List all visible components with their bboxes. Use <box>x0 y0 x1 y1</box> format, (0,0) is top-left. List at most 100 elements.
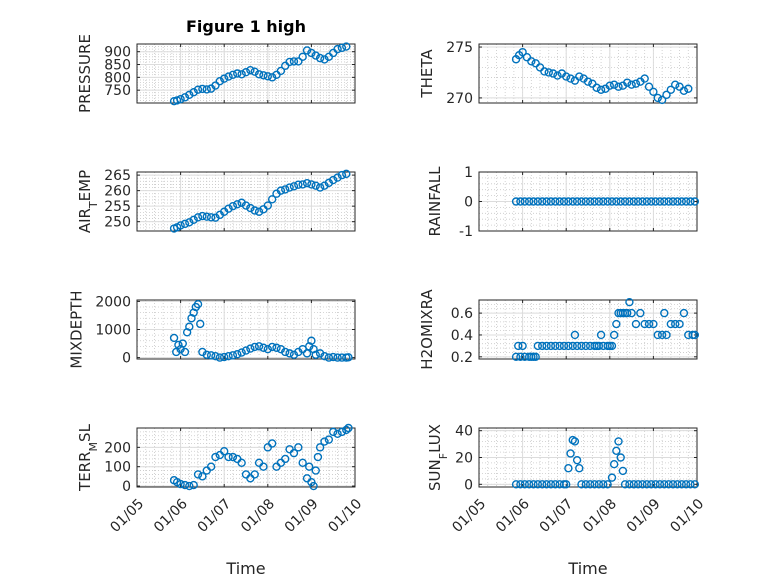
data-point <box>311 350 320 359</box>
data-point <box>636 308 645 318</box>
data-point <box>614 82 623 91</box>
data-point <box>305 462 314 471</box>
data-point <box>206 462 216 471</box>
data-point <box>246 344 255 353</box>
data-point <box>649 87 658 97</box>
data-point <box>649 319 658 329</box>
data-point <box>254 458 264 468</box>
data-point <box>647 480 656 489</box>
x-tick-label: 01/06 <box>493 496 533 536</box>
y-tick-label: 1000 <box>95 323 131 339</box>
data-point <box>311 51 320 60</box>
data-point <box>267 73 277 82</box>
data-point <box>193 300 203 309</box>
data-point <box>629 480 638 489</box>
data-point <box>246 203 255 213</box>
data-point <box>675 319 684 329</box>
y-axis-label-theta: THETA <box>418 49 436 99</box>
data-point <box>620 197 630 206</box>
data-point <box>337 170 347 180</box>
data-point <box>677 197 686 206</box>
data-point <box>603 197 612 206</box>
data-point <box>520 197 529 206</box>
data-point <box>342 425 351 435</box>
data-point <box>285 57 294 67</box>
data-point <box>254 342 264 351</box>
data-point <box>620 480 630 489</box>
data-point <box>228 351 238 360</box>
y-tick-label: 0.2 <box>451 350 473 366</box>
data-point <box>592 83 601 92</box>
data-point <box>627 308 636 318</box>
data-point <box>198 472 207 481</box>
data-point <box>605 81 614 90</box>
data-point <box>174 340 183 350</box>
y-tick-label: 100 <box>104 460 131 476</box>
data-point <box>690 197 700 206</box>
data-point <box>633 197 643 206</box>
data-point <box>307 48 316 58</box>
data-point <box>250 67 259 76</box>
data-point <box>246 474 255 483</box>
data-point <box>538 480 547 489</box>
data-point <box>185 90 194 99</box>
data-point <box>625 297 634 307</box>
data-point <box>572 197 582 206</box>
data-point <box>333 429 342 439</box>
data-point <box>538 197 547 206</box>
x-tick-label: 01/05 <box>107 496 147 536</box>
data-point <box>627 80 636 89</box>
data-point <box>224 452 233 462</box>
data-point <box>176 94 185 104</box>
data-point <box>564 464 573 473</box>
data-point <box>633 480 643 489</box>
data-point <box>176 479 185 489</box>
data-point <box>590 480 599 489</box>
data-point <box>599 480 608 489</box>
data-point <box>638 480 647 489</box>
data-point <box>583 77 593 86</box>
data-point <box>281 185 290 194</box>
data-point <box>533 480 543 489</box>
data-point <box>612 446 621 455</box>
data-point <box>206 351 216 360</box>
data-point <box>185 218 194 227</box>
data-point <box>566 74 575 83</box>
data-point <box>673 197 682 206</box>
data-point <box>228 70 238 79</box>
data-point <box>215 76 225 86</box>
data-point <box>520 480 529 489</box>
x-axis-label-right: Time <box>567 559 607 578</box>
data-point <box>281 454 290 464</box>
data-point <box>267 342 277 352</box>
data-point <box>533 341 543 351</box>
data-point <box>540 67 549 76</box>
data-point <box>555 197 564 206</box>
data-point <box>342 169 351 179</box>
y-tick-label: 750 <box>104 83 131 99</box>
data-point <box>612 319 621 329</box>
data-point <box>250 470 259 479</box>
data-point <box>642 197 652 206</box>
data-point <box>662 330 671 340</box>
y-axis-label-rainfall: RAINFALL <box>426 166 444 237</box>
data-point <box>647 197 656 206</box>
data-point <box>250 342 259 352</box>
data-point <box>664 197 673 206</box>
axes-frame <box>478 43 698 104</box>
y-tick-label: 40 <box>455 424 473 440</box>
data-point <box>228 201 238 211</box>
panel-theta: 270 275 THETA <box>418 40 698 107</box>
data-point <box>289 57 299 66</box>
data-point <box>294 57 303 66</box>
data-point <box>662 90 671 100</box>
data-point <box>198 84 207 94</box>
data-point <box>324 435 334 444</box>
data-point <box>285 445 294 454</box>
data-point <box>609 330 619 340</box>
y-tick-label: 0 <box>464 477 473 493</box>
data-point <box>241 201 251 210</box>
data-point <box>176 221 185 230</box>
